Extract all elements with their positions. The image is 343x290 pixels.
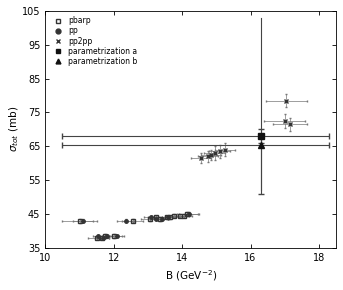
X-axis label: B (GeV$^{-2}$): B (GeV$^{-2}$) <box>165 268 217 283</box>
Legend: pbarp, pp, pp2pp, parametrization a, parametrization b: pbarp, pp, pp2pp, parametrization a, par… <box>49 15 139 67</box>
Y-axis label: $\sigma_{tot}$ (mb): $\sigma_{tot}$ (mb) <box>7 106 21 153</box>
